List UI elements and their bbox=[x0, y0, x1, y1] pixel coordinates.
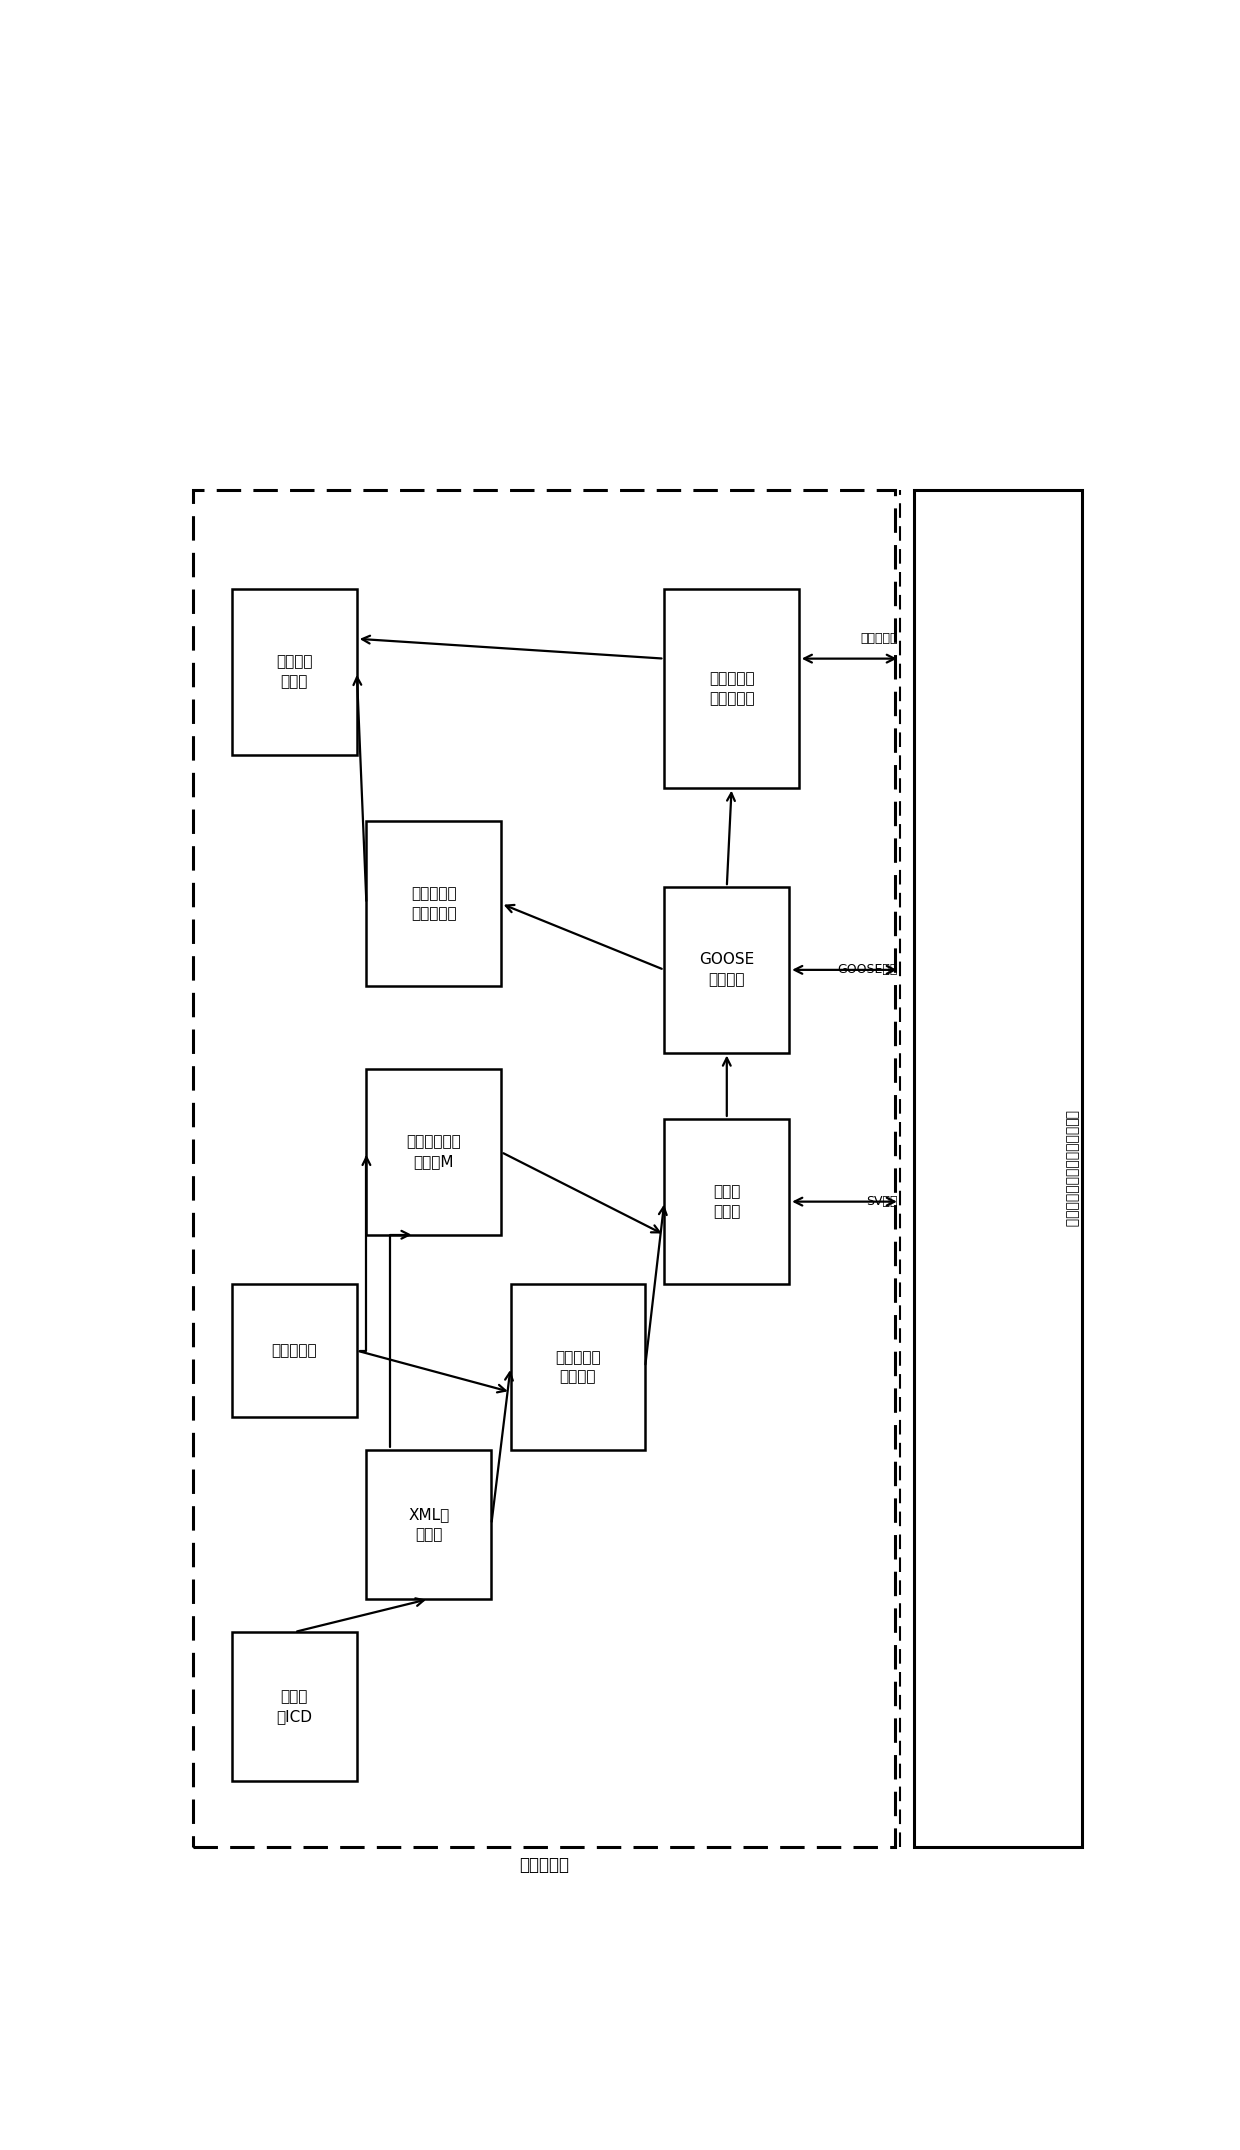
Text: 故障仿
真模块: 故障仿 真模块 bbox=[713, 1185, 740, 1219]
Text: 测试项目库: 测试项目库 bbox=[272, 1344, 317, 1359]
Text: 逻辑节点状
态信息模块: 逻辑节点状 态信息模块 bbox=[709, 671, 754, 705]
FancyBboxPatch shape bbox=[665, 888, 789, 1054]
FancyBboxPatch shape bbox=[914, 490, 1083, 1847]
Text: 待测的智能变电站继电保护装置: 待测的智能变电站继电保护装置 bbox=[1064, 1109, 1078, 1228]
Text: GOOSE
信息模块: GOOSE 信息模块 bbox=[699, 952, 754, 987]
FancyBboxPatch shape bbox=[511, 1284, 645, 1449]
Text: 目标保护测
试项目库: 目标保护测 试项目库 bbox=[556, 1350, 600, 1385]
Text: 目标逻辑节点
模型库M: 目标逻辑节点 模型库M bbox=[407, 1135, 461, 1170]
FancyBboxPatch shape bbox=[232, 1284, 357, 1417]
FancyBboxPatch shape bbox=[232, 589, 357, 755]
FancyBboxPatch shape bbox=[367, 821, 501, 987]
FancyBboxPatch shape bbox=[665, 589, 799, 787]
FancyBboxPatch shape bbox=[665, 1118, 789, 1284]
Text: GOOSE接口: GOOSE接口 bbox=[837, 963, 898, 976]
FancyBboxPatch shape bbox=[367, 1069, 501, 1234]
Text: 一致性比
对模块: 一致性比 对模块 bbox=[277, 654, 312, 690]
Text: 配置文
件ICD: 配置文 件ICD bbox=[277, 1690, 312, 1724]
Text: 逻辑节点目
标信息模块: 逻辑节点目 标信息模块 bbox=[410, 886, 456, 920]
FancyBboxPatch shape bbox=[367, 1449, 491, 1600]
Text: 站控层接口: 站控层接口 bbox=[861, 632, 898, 645]
FancyBboxPatch shape bbox=[232, 1632, 357, 1780]
Text: XML解
析模块: XML解 析模块 bbox=[408, 1507, 450, 1542]
Text: SV接口: SV接口 bbox=[867, 1195, 898, 1208]
Text: 智能测试仪: 智能测试仪 bbox=[520, 1855, 569, 1873]
